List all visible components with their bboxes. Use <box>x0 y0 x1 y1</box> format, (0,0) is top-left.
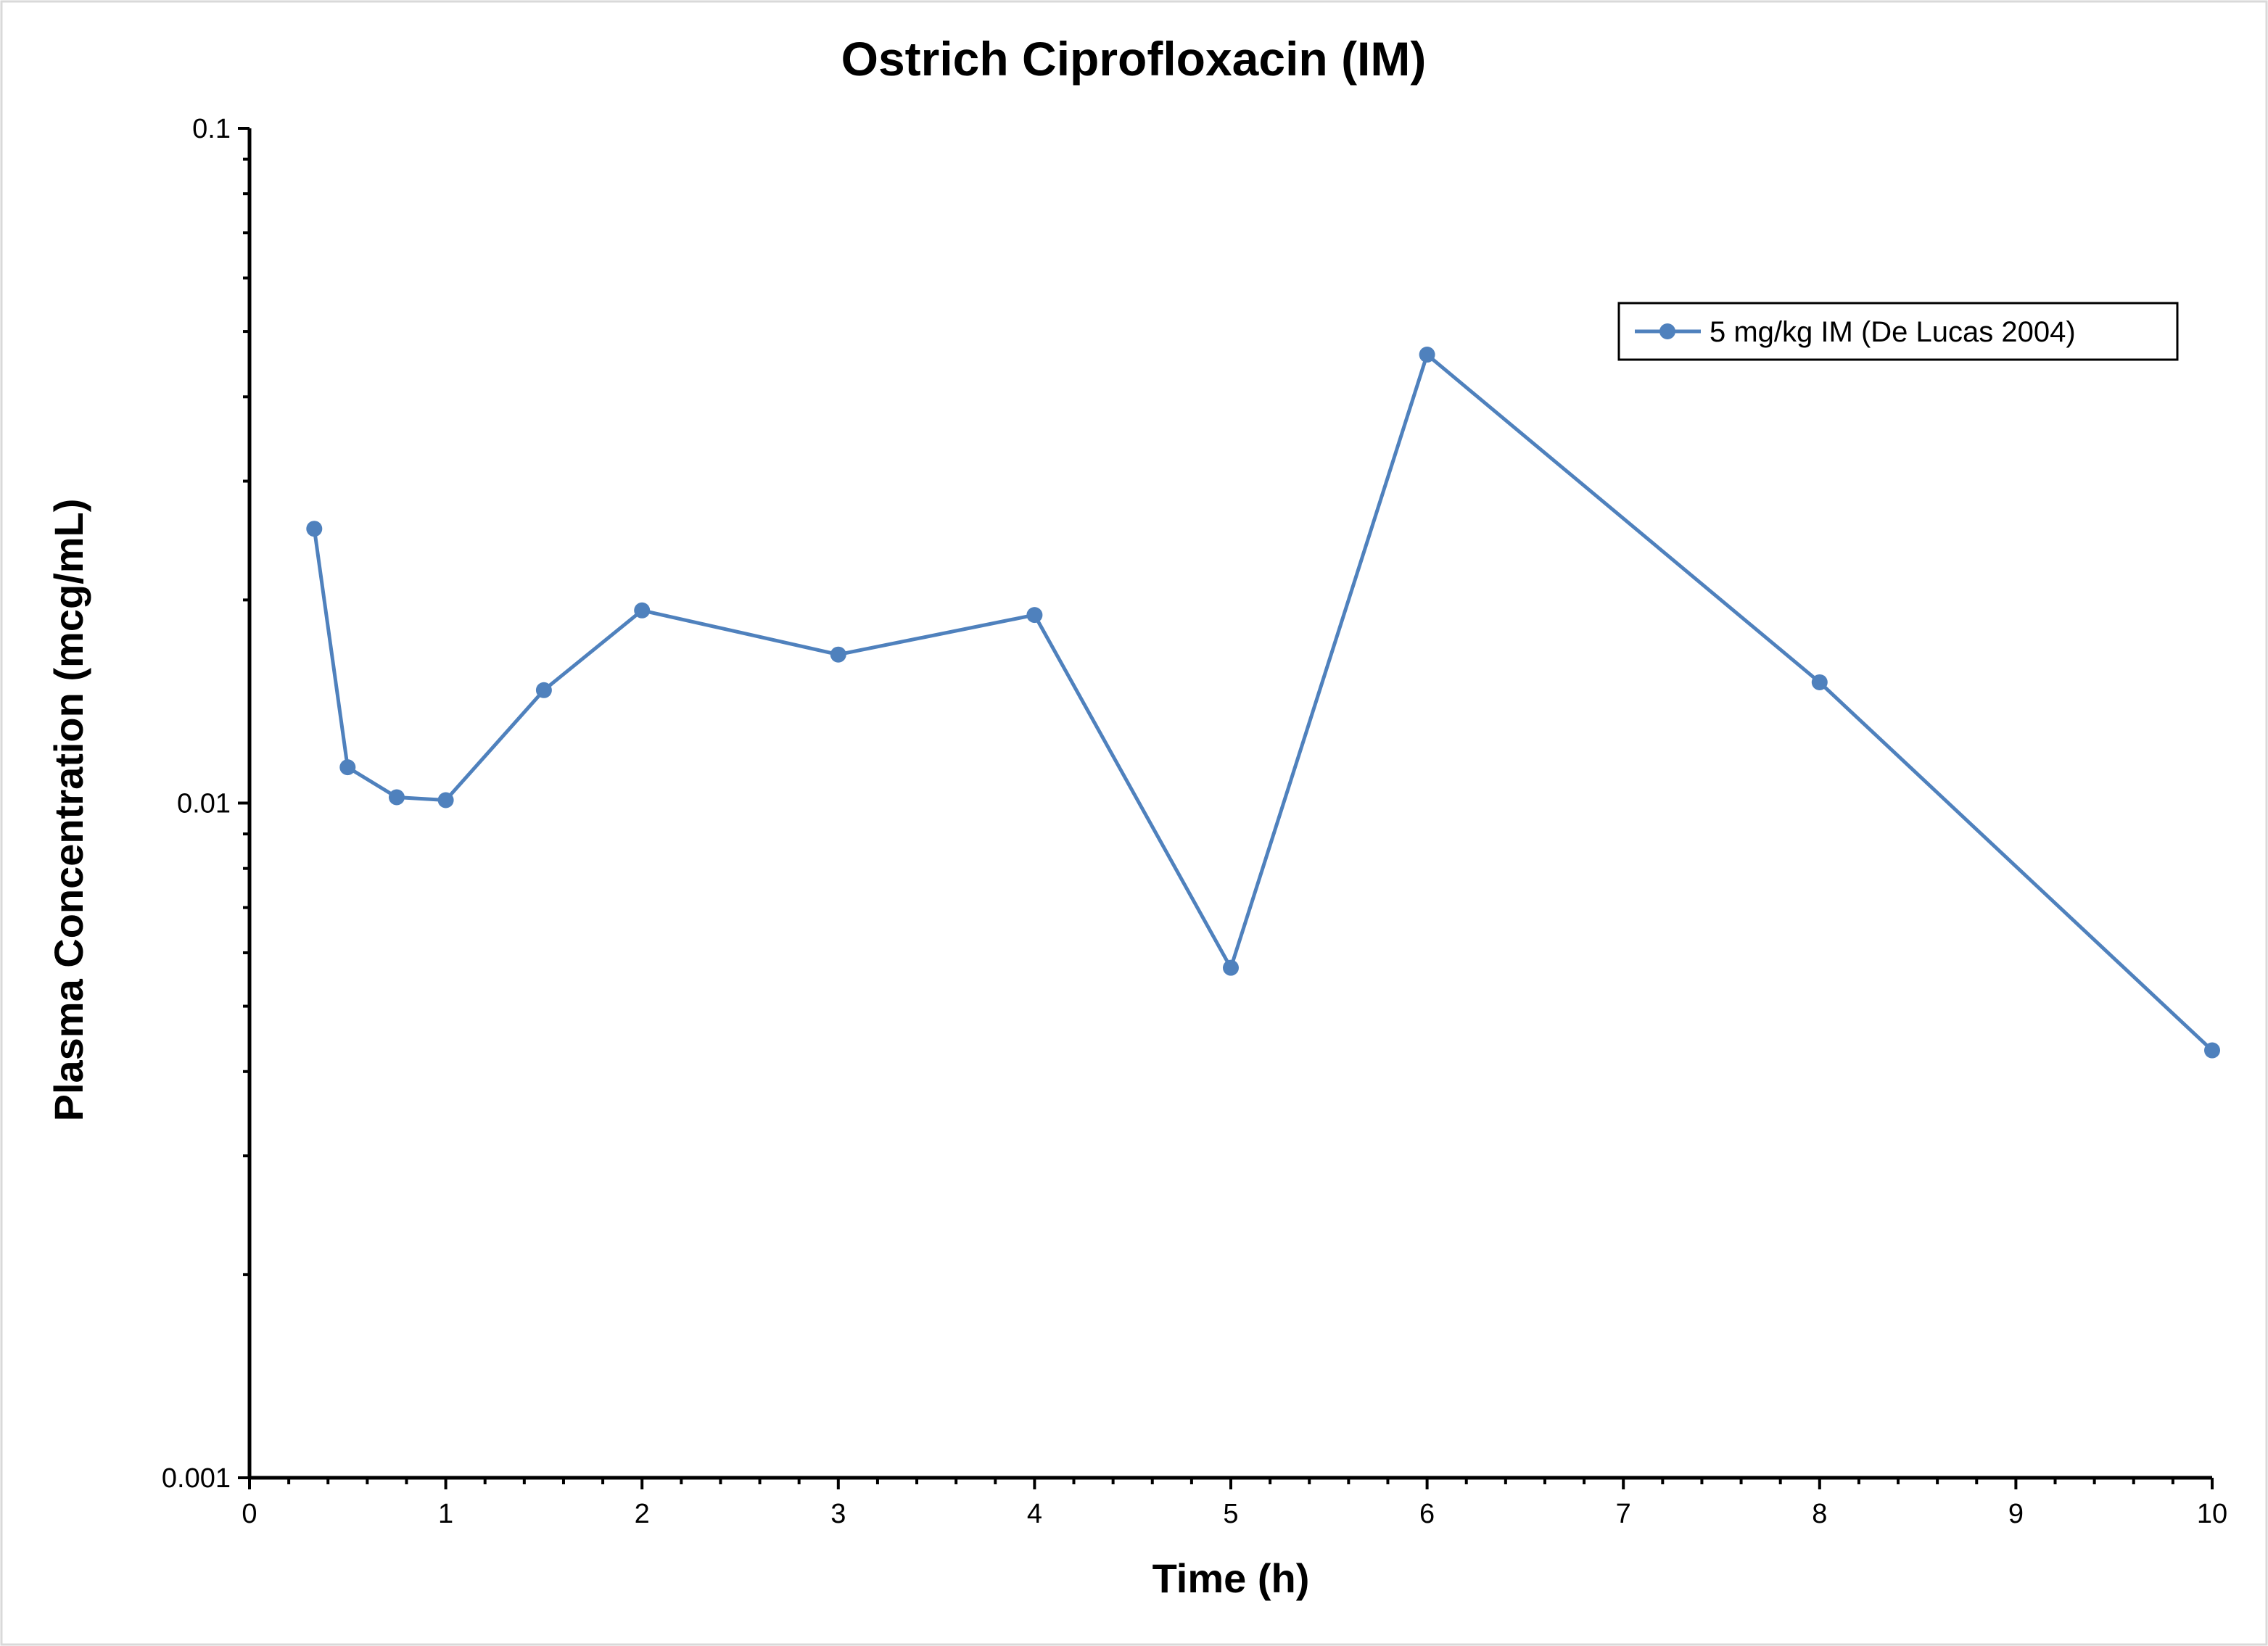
data-point <box>306 521 323 537</box>
legend-entry-label: 5 mg/kg IM (De Lucas 2004) <box>1710 316 2076 348</box>
series-layer <box>306 347 2220 1059</box>
x-tick-label: 1 <box>438 1499 453 1529</box>
x-tick-label: 9 <box>2008 1499 2024 1529</box>
data-point <box>1223 959 1239 976</box>
x-tick-label: 5 <box>1223 1499 1238 1529</box>
data-point <box>339 759 356 776</box>
y-tick-label: 0.01 <box>177 789 231 819</box>
x-axis-title: Time (h) <box>1152 1555 1310 1601</box>
data-point <box>1811 674 1828 690</box>
legend: 5 mg/kg IM (De Lucas 2004) <box>1617 302 2179 361</box>
data-point <box>634 602 651 619</box>
data-point <box>1419 347 1435 363</box>
data-point <box>2204 1042 2220 1059</box>
data-point <box>437 792 454 808</box>
data-point <box>1026 607 1043 624</box>
x-axis-ticks: 0 1 2 3 4 5 6 7 8 9 10 <box>242 1478 2227 1529</box>
y-axis-title: Plasma Concentration (mcg/mL) <box>46 499 91 1122</box>
y-tick-label: 0.001 <box>162 1463 231 1494</box>
x-tick-label: 2 <box>635 1499 650 1529</box>
data-point <box>535 682 552 698</box>
data-point <box>388 789 405 806</box>
data-point <box>830 646 846 663</box>
x-tick-label: 6 <box>1419 1499 1435 1529</box>
x-tick-label: 8 <box>1812 1499 1827 1529</box>
chart-title: Ostrich Ciprofloxacin (IM) <box>841 32 1427 86</box>
x-tick-label: 4 <box>1027 1499 1042 1529</box>
x-tick-label: 3 <box>830 1499 846 1529</box>
series-line <box>312 352 2214 1052</box>
x-tick-label: 10 <box>2197 1499 2227 1529</box>
x-tick-label: 0 <box>242 1499 257 1529</box>
y-tick-label: 0.1 <box>192 114 231 144</box>
legend-box <box>1617 302 2179 361</box>
x-tick-label: 7 <box>1616 1499 1631 1529</box>
legend-marker <box>1659 323 1675 339</box>
